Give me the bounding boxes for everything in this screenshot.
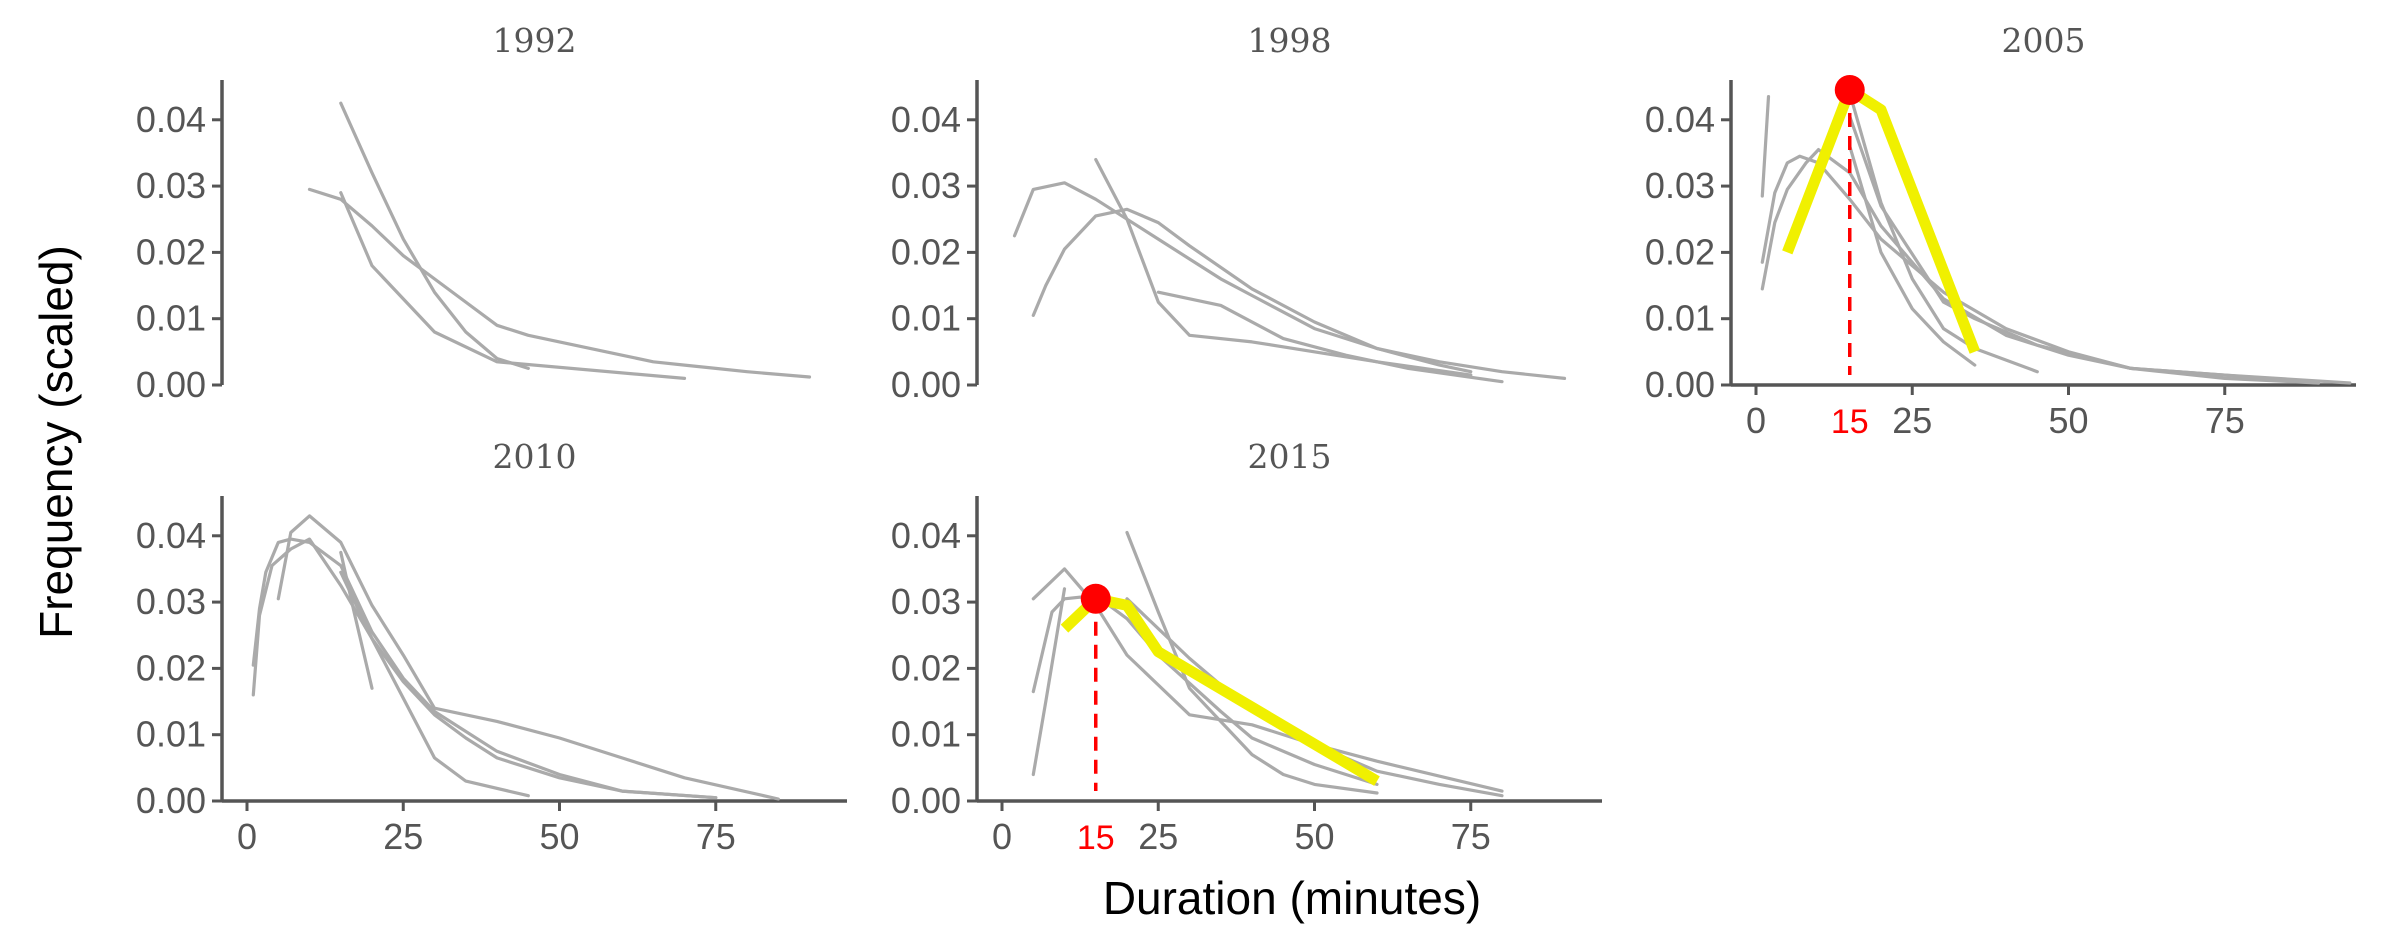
x-tick-label: 75 — [2205, 400, 2245, 441]
series-line — [251, 537, 718, 800]
series-line — [339, 570, 530, 798]
series-line — [1094, 158, 1473, 377]
x-tick-label: 25 — [383, 816, 423, 857]
x-tick-label: 50 — [1294, 816, 1334, 857]
y-tick-label: 0.04 — [136, 515, 206, 556]
y-tick-label: 0.03 — [136, 581, 206, 622]
series-line — [1760, 154, 2321, 385]
y-tick-label: 0.02 — [136, 231, 206, 272]
series-line — [1848, 144, 1977, 367]
y-tick-label: 0.04 — [136, 99, 206, 140]
y-tick-label: 0.03 — [1645, 165, 1715, 206]
x-tick-label: 75 — [1451, 816, 1491, 857]
x-tick-label: 75 — [696, 816, 736, 857]
series-line — [339, 550, 374, 690]
x-axis-title: Duration (minutes) — [1103, 872, 1481, 924]
facet-title: 2005 — [2002, 21, 2086, 60]
x-tick-label: 25 — [1138, 816, 1178, 857]
y-tick-label: 0.04 — [1645, 99, 1715, 140]
series-line — [1760, 94, 1771, 198]
x-tick-label: 25 — [1892, 400, 1932, 441]
peak-marker — [1080, 583, 1111, 614]
y-axis-title: Frequency (scaled) — [30, 245, 82, 639]
y-tick-label: 0.03 — [891, 581, 961, 622]
series-line — [1848, 114, 2321, 385]
series-line — [339, 101, 530, 370]
series-line — [1031, 567, 1504, 793]
series-line — [307, 187, 812, 379]
y-tick-label: 0.02 — [891, 647, 961, 688]
x-tick-label: 50 — [2048, 400, 2088, 441]
peak-x-label: 15 — [1077, 819, 1115, 857]
facet-panel-1992: 1992 0.00 0.01 0.02 0.03 0.04 — [136, 21, 812, 405]
series-line — [1156, 290, 1504, 384]
y-tick-label: 0.02 — [891, 231, 961, 272]
series-line — [1031, 207, 1473, 374]
y-tick-label: 0.01 — [136, 714, 206, 755]
y-tick-label: 0.02 — [136, 647, 206, 688]
x-tick-label: 50 — [539, 816, 579, 857]
x-tick-label: 0 — [1746, 400, 1766, 441]
series-line — [1125, 530, 1379, 795]
peak-x-label: 15 — [1831, 403, 1869, 441]
x-tick-label: 0 — [992, 816, 1012, 857]
y-tick-label: 0.00 — [136, 364, 206, 405]
y-tick-label: 0.03 — [891, 165, 961, 206]
facet-title: 2010 — [493, 437, 577, 476]
facet-panel-2015: 2015 0.00 0.01 0.02 0.03 0.04 0 25 50 75 15 — [891, 437, 1602, 857]
y-tick-label: 0.01 — [136, 298, 206, 339]
series-line — [1031, 587, 1067, 777]
y-tick-label: 0.01 — [1645, 298, 1715, 339]
y-tick-label: 0.00 — [891, 780, 961, 821]
y-tick-label: 0.04 — [891, 99, 961, 140]
series-line — [251, 537, 718, 800]
facet-panel-1998: 1998 0.00 0.01 0.02 0.03 0.04 — [891, 21, 1567, 405]
y-tick-label: 0.00 — [891, 364, 961, 405]
series-line — [276, 514, 780, 801]
highlight-line — [1782, 84, 1980, 354]
y-tick-label: 0.00 — [136, 780, 206, 821]
y-tick-label: 0.02 — [1645, 231, 1715, 272]
y-tick-label: 0.03 — [136, 165, 206, 206]
y-tick-label: 0.04 — [891, 515, 961, 556]
facet-panel-2010: 2010 0.00 0.01 0.02 0.03 0.04 0 25 50 75 — [136, 437, 847, 857]
peak-marker — [1834, 74, 1865, 105]
series-line — [1848, 91, 2039, 374]
series-line — [339, 191, 687, 380]
facet-panels: 1992 0.00 0.01 0.02 0.03 0.04 1998 0.00 0.01 0.02… — [136, 21, 2356, 857]
y-tick-label: 0.01 — [891, 298, 961, 339]
facet-title: 1998 — [1248, 21, 1332, 60]
series-line — [1012, 181, 1567, 380]
facet-title: 1992 — [493, 21, 577, 60]
y-tick-label: 0.00 — [1645, 364, 1715, 405]
facet-panel-2005: 2005 0.00 0.01 0.02 0.03 0.04 0 25 50 75 15 — [1645, 21, 2356, 441]
highlight-line — [1060, 593, 1380, 786]
facet-title: 2015 — [1248, 437, 1332, 476]
y-tick-label: 0.01 — [891, 714, 961, 755]
x-tick-label: 0 — [237, 816, 257, 857]
